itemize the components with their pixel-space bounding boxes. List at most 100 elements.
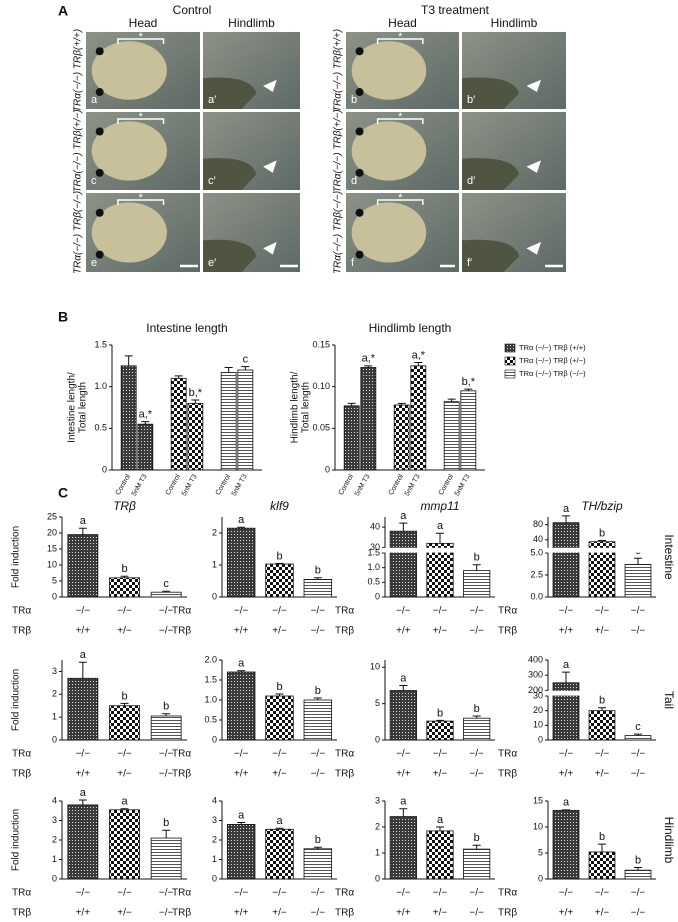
head [91,41,167,100]
eye [95,127,104,136]
genotype: +/+ [76,769,91,780]
bar [67,804,99,880]
photo-label: d′ [467,175,475,187]
row-title: Tail [662,691,676,709]
y-tick-label: 30 [533,690,543,700]
genotype: −/− [631,769,646,780]
row-label: TRα(−/−) TRβ(+/+) [333,29,344,112]
genotype-label: TRβ [172,908,191,919]
genotype: −/− [469,908,484,919]
error-bar [598,707,606,711]
y-tick-label: 0.5 [204,714,217,724]
error-bar [436,719,444,722]
annotation: a [400,672,407,684]
error-bar [237,526,246,529]
bar [360,367,377,471]
annotation: b [635,854,641,866]
y-tick-label: 1.0 [94,381,107,391]
y-tick-label: 0 [212,591,217,601]
y-tick-label: 20 [533,705,543,715]
bar [463,570,491,598]
bar [220,372,237,471]
y-axis-label: Hindlimb length/ [290,371,301,443]
error-bar [399,522,408,532]
eye [355,47,364,56]
panel-label: A [58,3,68,19]
y-tick-label: 400 [528,654,543,664]
genotype-label: TRα [12,606,31,617]
genotype: −/− [117,606,132,617]
bar [237,369,254,471]
genotype: −/− [272,606,287,617]
y-tick-label: 10 [533,720,543,730]
y-tick-label: 0 [375,591,380,601]
column-title: TRβ [113,499,136,513]
y-tick-label: 25 [47,511,57,521]
genotype-label: TRβ [498,626,517,637]
eye [95,47,104,56]
genotype: −/− [631,606,646,617]
bar [552,809,580,880]
annotation: a [238,514,245,526]
y-tick-label: 5 [52,575,57,585]
bar [120,365,137,471]
error-bar [78,661,87,679]
genotype: −/− [234,888,249,899]
eye [355,208,364,217]
bar [67,534,99,598]
x-tick-label: Control [215,473,233,496]
column-title: Head [388,16,417,30]
bar [588,710,616,741]
y-tick-label: 40 [370,522,380,532]
genotype: −/− [272,749,287,760]
column-title: mmp11 [420,499,459,513]
genotype-label: TRβ [172,769,191,780]
row-label: TRα(−/−) TRβ(−/−) [73,191,84,274]
bracket [117,199,165,205]
genotype: −/− [469,888,484,899]
genotype: +/+ [234,626,249,637]
genotype: +/− [117,769,132,780]
bar [265,828,294,880]
bar [109,705,140,741]
photo-label: f [351,257,355,269]
y-tick-label: 3 [375,795,380,805]
y-tick-label: 0 [325,464,330,474]
annotation: b [474,832,480,844]
axis-break [544,690,658,696]
genotype: −/− [311,606,326,617]
annotation: a [563,659,570,671]
y-tick-label: 1.5 [367,547,380,557]
y-tick-label: 1 [52,712,57,722]
photo-label: d [351,175,357,187]
y-tick-label: 15 [533,795,543,805]
annotation: a [238,809,245,821]
y-axis-label: Fold induction [11,526,22,588]
error-bar [464,388,473,391]
y-tick-label: 1 [52,854,57,864]
y-tick-label: 0 [52,734,57,744]
genotype: +/+ [559,769,574,780]
y-tick-label: 1 [212,559,217,569]
genotype: −/− [159,626,174,637]
bar [389,530,417,598]
genotype: −/− [631,626,646,637]
genotype: −/− [159,888,174,899]
error-bar [562,671,570,683]
chart-title: Hindlimb length [369,321,452,335]
y-tick-label: 0 [538,873,543,883]
x-tick-label: Control [165,473,183,496]
error-bar [598,843,606,852]
error-bar [313,846,322,849]
bracket [376,118,424,124]
annotation: a [80,649,87,661]
error-bar [472,844,481,850]
genotype: −/− [595,606,610,617]
limb [462,158,520,190]
annotation: a [121,796,128,808]
error-bar [472,715,481,719]
bar [343,405,360,471]
bar [67,677,99,741]
y-tick-label: 0 [538,734,543,744]
